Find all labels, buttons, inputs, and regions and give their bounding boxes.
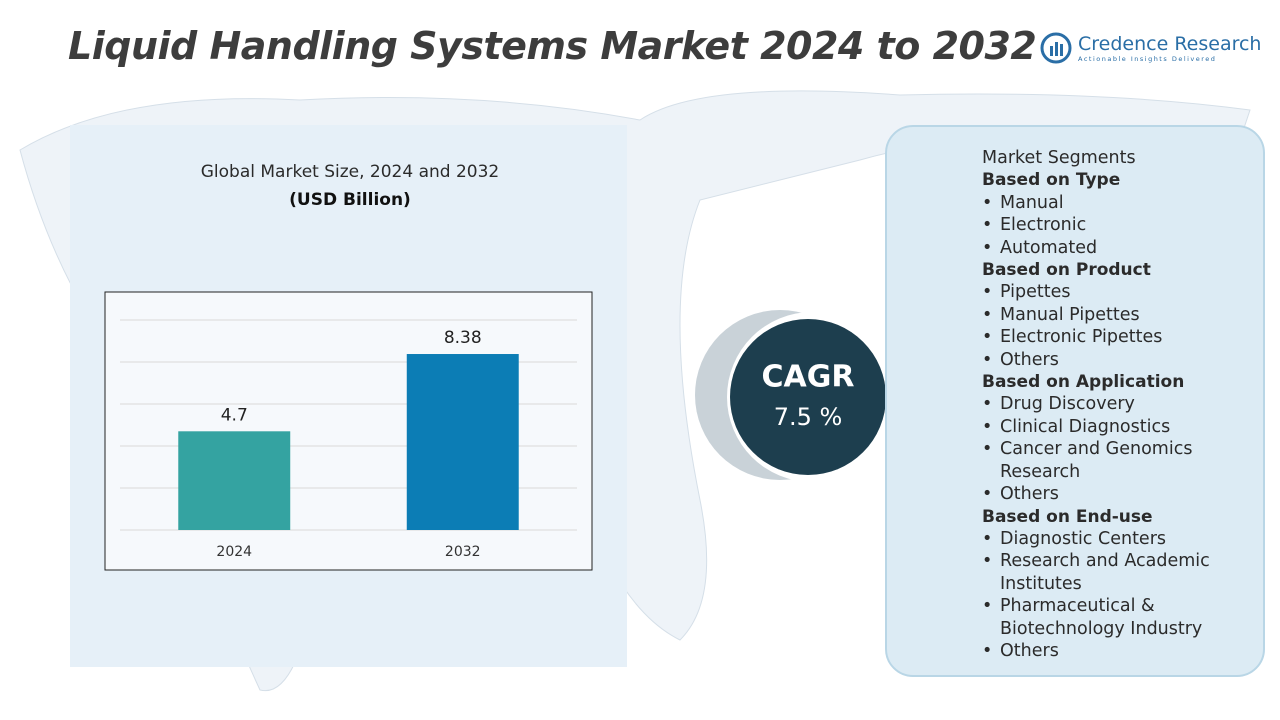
chart-frame xyxy=(104,291,593,571)
segment-item: Electronic xyxy=(982,214,1253,237)
page-title: Liquid Handling Systems Market 2024 to 2… xyxy=(68,24,1037,68)
segment-heading: Based on Application xyxy=(982,372,1185,393)
x-tick-label: 2032 xyxy=(445,544,481,560)
segment-item: Others xyxy=(982,483,1253,506)
segment-item: Others xyxy=(982,349,1253,372)
segment-list: Diagnostic CentersResearch and Academic … xyxy=(982,528,1253,663)
segment-item: Research and Academic Institutes xyxy=(982,550,1253,595)
segments-title: Market Segments xyxy=(982,148,1136,168)
logo: Credence Research Actionable Insights De… xyxy=(1040,32,1261,64)
segment-item: Cancer and Genomics Research xyxy=(982,438,1253,483)
segment-list: Drug DiscoveryClinical DiagnosticsCancer… xyxy=(982,393,1253,505)
segment-item: Electronic Pipettes xyxy=(982,326,1253,349)
x-tick-label: 2024 xyxy=(216,544,252,560)
tagline: Actionable Insights Delivered xyxy=(1078,55,1217,63)
chart-title: Global Market Size, 2024 and 2032 xyxy=(201,162,500,182)
segment-item: Pipettes xyxy=(982,281,1253,304)
segment-item: Drug Discovery xyxy=(982,393,1253,416)
segment-heading: Based on End-use xyxy=(982,506,1153,527)
value-label: 4.7 xyxy=(221,405,248,425)
bar xyxy=(178,431,291,530)
segment-list: ManualElectronicAutomated xyxy=(982,192,1253,260)
segment-item: Automated xyxy=(982,237,1253,260)
chart-subtitle: (USD Billion) xyxy=(289,190,411,210)
bar xyxy=(406,354,519,530)
segment-item: Diagnostic Centers xyxy=(982,528,1253,551)
cagr-circle xyxy=(730,319,886,475)
cagr-value: 7.5 % xyxy=(774,403,843,431)
bar-chart: 4.7 2024 8.38 2032 xyxy=(120,319,577,560)
logo-text: Credence Research Actionable Insights De… xyxy=(1078,33,1261,63)
segment-item: Others xyxy=(982,640,1253,663)
segments-panel: Market Segments Based on TypeManualElect… xyxy=(885,125,1265,677)
segment-item: Manual xyxy=(982,192,1253,215)
segment-item: Clinical Diagnostics xyxy=(982,416,1253,439)
cagr-label: CAGR xyxy=(762,360,855,395)
segment-heading: Based on Product xyxy=(982,260,1151,281)
logo-icon xyxy=(1040,32,1072,64)
segment-heading: Based on Type xyxy=(982,170,1121,191)
segment-item: Pharmaceutical & Biotechnology Industry xyxy=(982,595,1253,640)
segment-item: Manual Pipettes xyxy=(982,304,1253,327)
segment-list: PipettesManual PipettesElectronic Pipett… xyxy=(982,281,1253,371)
brand: Credence Research xyxy=(1078,33,1262,55)
value-label: 8.38 xyxy=(444,328,482,348)
